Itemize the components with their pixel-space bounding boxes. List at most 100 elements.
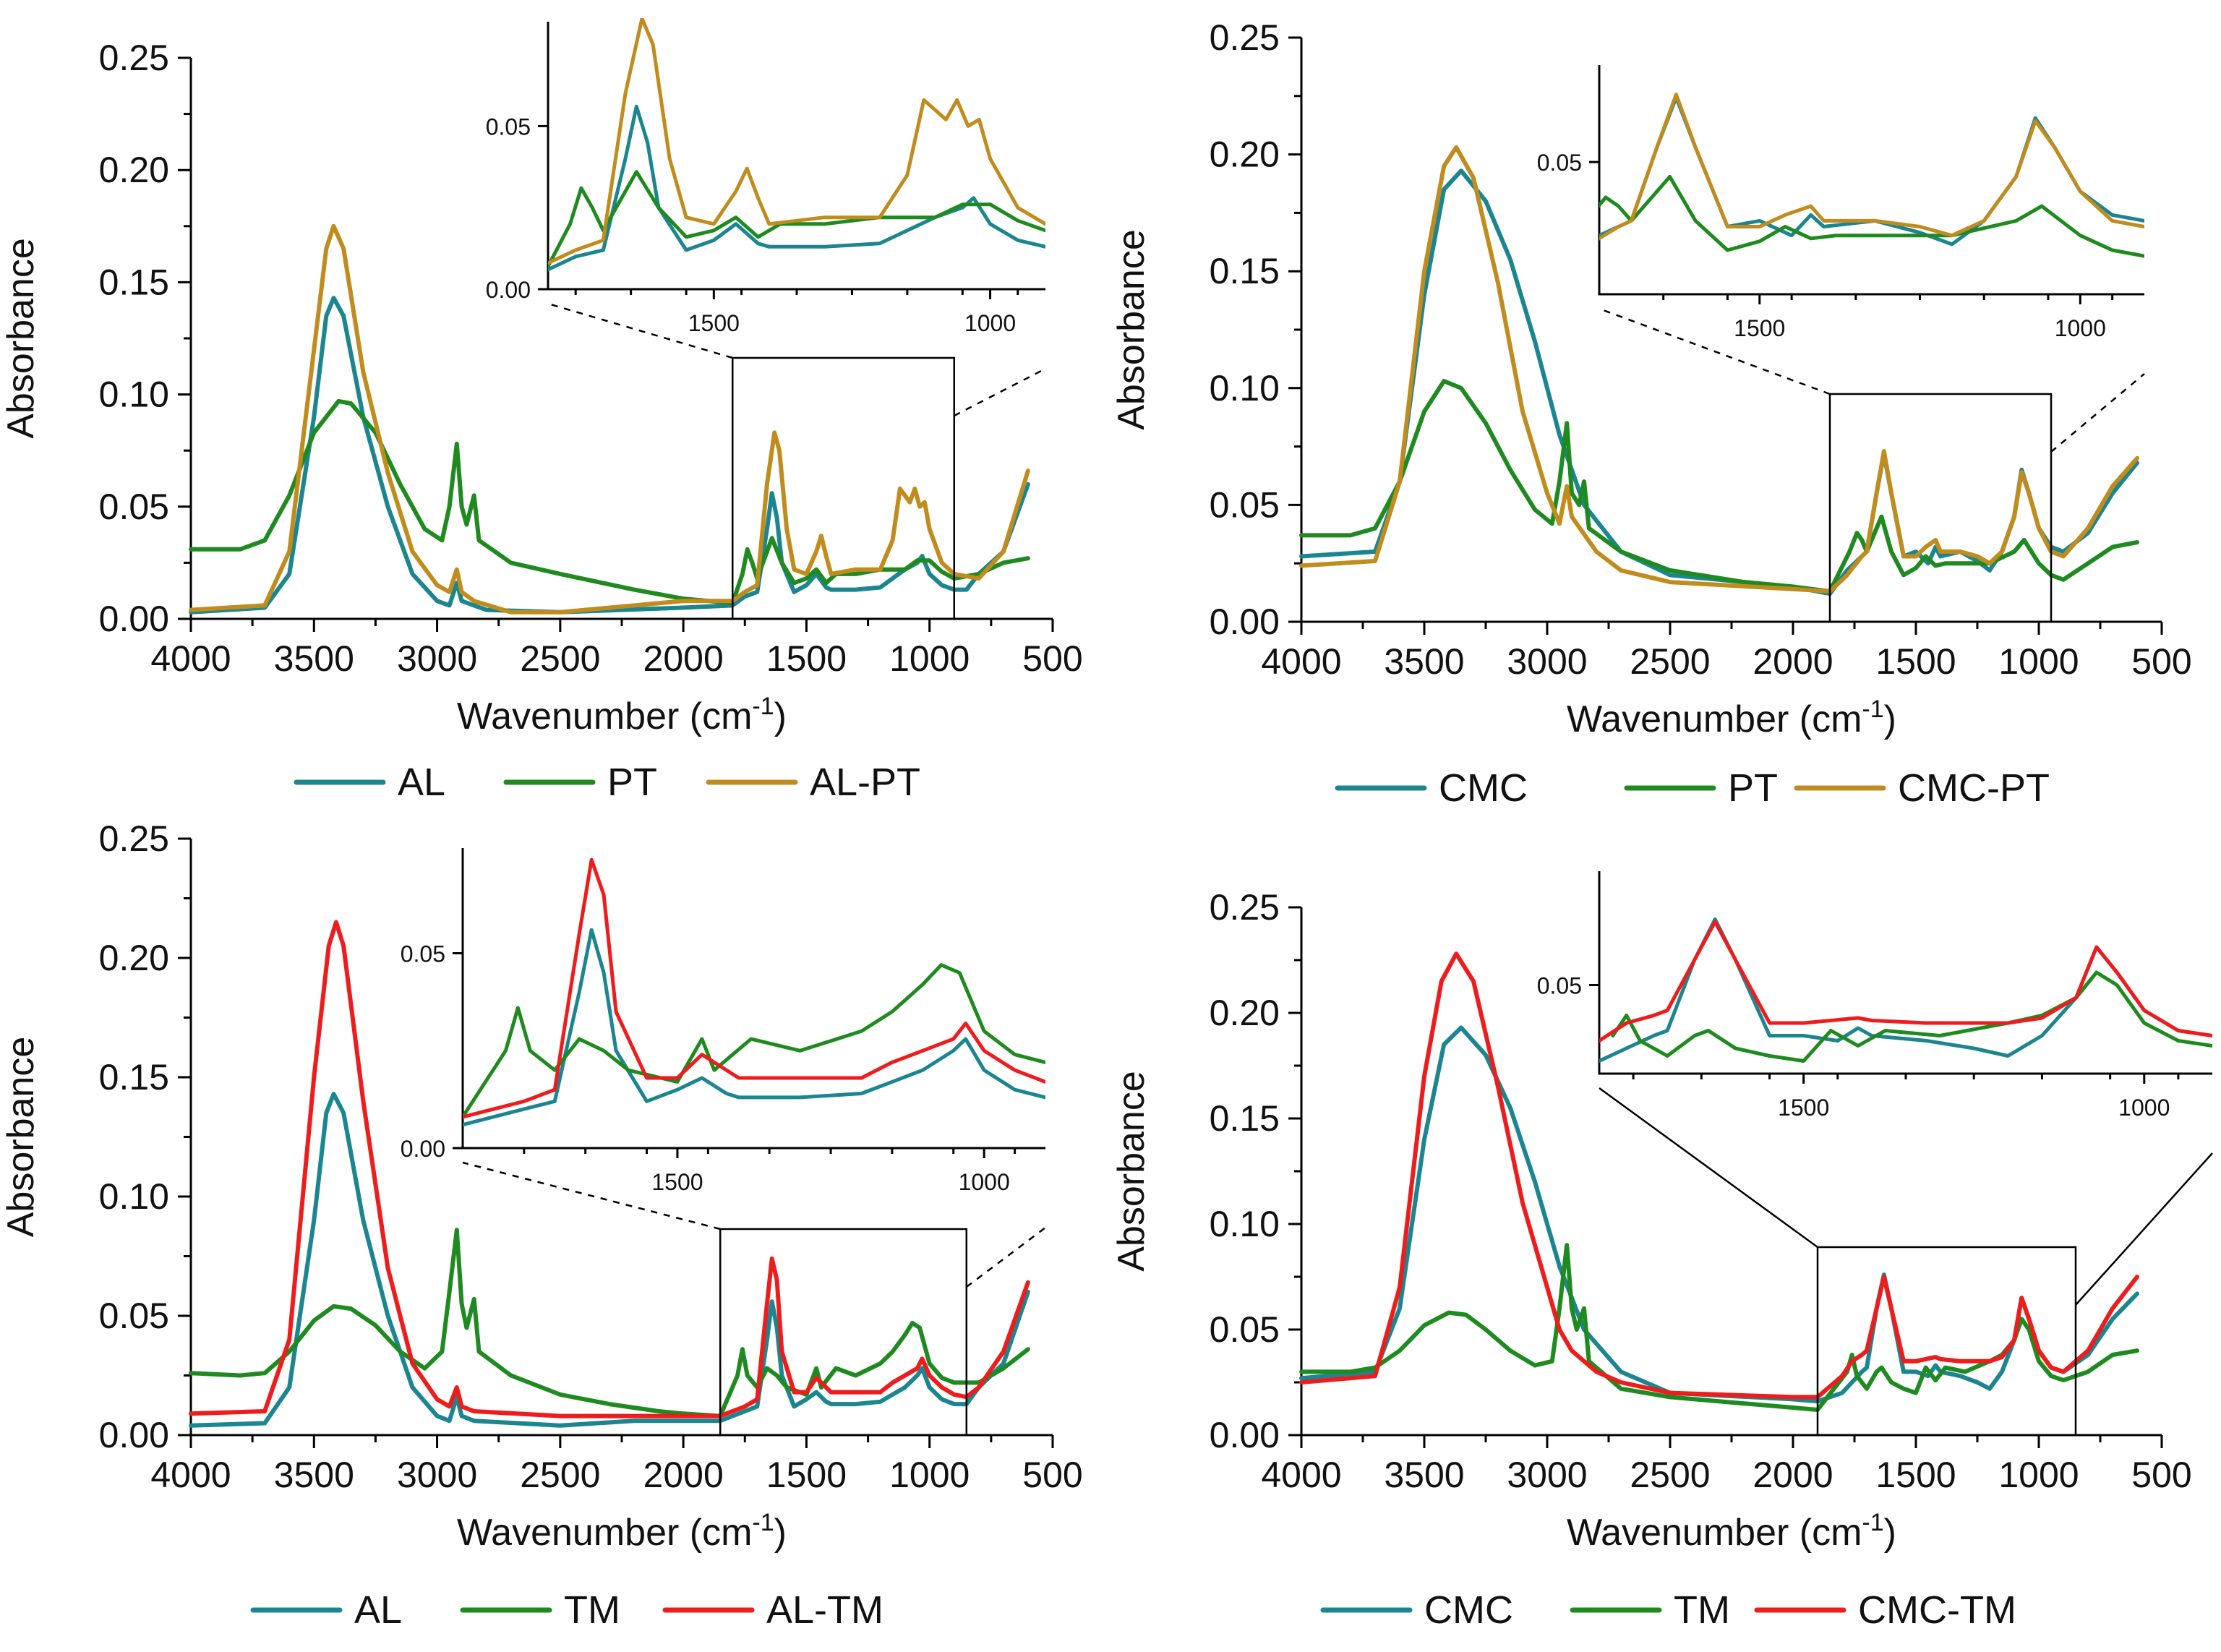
y-axis-label: Absorbance [0,238,42,439]
x-axis-label-main: Wavenumber (cm [1567,698,1862,740]
inset-y-tick-label: 0.05 [1537,150,1582,176]
y-tick-label: 0.00 [99,599,169,639]
inset-series-line-al [463,928,1045,1127]
series-line-al-pt [189,223,1030,615]
inset-y-tick-label: 0.05 [486,114,531,140]
inset-series-line-pt [548,170,1045,268]
legend-label-cmc: CMC [1424,1588,1513,1632]
x-axis-label-superscript: -1 [1862,696,1883,723]
inset-series-group [1599,93,2144,258]
inset-series-line-al-pt [548,18,1045,265]
legend-label-cmc-tm: CMC-TM [1858,1588,2016,1632]
x-tick-label: 3000 [397,1455,477,1495]
x-tick-label: 1000 [1998,1455,2079,1495]
x-tick-label: 4000 [150,1455,231,1495]
zoom-connector-left [1599,1087,1818,1249]
y-tick-label: 0.20 [1210,134,1280,175]
x-tick-label: 1500 [766,638,847,679]
x-tick-label: 1500 [1875,1455,1956,1495]
y-tick-label: 0.00 [1210,602,1280,642]
y-tick-label: 0.05 [1210,1309,1280,1350]
x-tick-label: 500 [1022,1455,1082,1495]
y-axis-label: Absorbance [1110,1071,1152,1272]
inset-x-tick-label: 1500 [1734,315,1785,341]
zoom-connector-right [2075,1152,2213,1306]
inset-y-tick-label: 0.00 [486,277,531,303]
inset-series-line-tm [1611,970,2212,1063]
legend-label-pt: PT [607,761,657,804]
zoom-connector-right [966,1227,1046,1288]
x-tick-label: 1500 [766,1455,847,1495]
zoom-region-box [1828,393,2053,623]
legend: AL TM AL-TM [250,1588,883,1632]
x-axis-label-end: ) [774,696,787,737]
x-axis-label-superscript: -1 [752,693,774,720]
inset-x-tick-label: 1000 [959,1169,1010,1195]
x-tick-label: 2500 [1630,641,1710,682]
x-tick-label: 4000 [150,638,231,679]
legend: CMC PT CMC-PT [1335,766,2050,810]
zoom-connector-left [547,302,733,359]
y-tick-label: 0.15 [1210,1098,1280,1139]
chart-panel-3: 4000 3500 3000 2500 2000 1500 1000 500 0.00 0.05 0… [0,818,1083,1632]
legend-label-cmc: CMC [1439,766,1528,810]
inset-series-line-tm [463,963,1045,1119]
y-tick-label: 0.25 [99,38,169,78]
zoom-connector-right [954,367,1046,417]
inset-chart: 1500 1000 0.00 0.05 [401,848,1045,1195]
zoom-region-box [1816,1246,2077,1437]
zoom-connector-left [462,1161,721,1231]
legend-label-tm: TM [1674,1588,1730,1632]
x-tick-label: 2500 [520,1455,600,1495]
inset-series-line-al [548,104,1045,272]
y-tick-label: 0.05 [99,487,169,527]
chart-panel-1: 4000 3500 3000 2500 2000 1500 1000 500 0.00 0.05 0… [0,18,1083,804]
y-tick-label: 0.25 [1210,887,1280,928]
x-axis-label: Wavenumber (cm-1) [457,1509,787,1554]
x-axis-label: Wavenumber (cm-1) [1567,1509,1896,1554]
legend-label-al-pt: AL-PT [810,761,920,804]
inset-axis-lines [1598,65,2144,296]
x-tick-label: 2000 [643,1455,724,1495]
y-tick-label: 0.25 [99,818,169,859]
legend: AL PT AL-PT [294,761,920,804]
y-axis-label: Absorbance [1110,229,1152,430]
y-tick-label: 0.10 [99,375,169,415]
inset-x-tick-label: 1500 [688,310,740,336]
zoom-connector-left [1599,307,1831,395]
x-tick-label: 3000 [397,638,477,679]
inset-x-tick-label: 1000 [2118,1095,2170,1121]
y-tick-label: 0.05 [1210,484,1280,525]
x-tick-label: 1000 [889,638,970,679]
inset-y-tick-label: 0.05 [1537,973,1582,999]
y-tick-label: 0.15 [99,262,169,302]
legend-label-pt: PT [1728,766,1778,810]
y-tick-label: 0.15 [1210,251,1280,291]
inset-chart: 1500 1000 0.05 [1537,871,2212,1121]
y-tick-label: 0.10 [1210,368,1280,408]
inset-chart: 1500 1000 0.05 [1537,65,2144,341]
inset-series-line-al-tm [463,857,1045,1119]
x-axis-label-superscript: -1 [752,1509,774,1536]
inset-series-group [463,857,1045,1127]
y-tick-label: 0.00 [99,1415,169,1455]
x-axis-label-main: Wavenumber (cm [1567,1512,1862,1554]
x-tick-label: 2500 [1630,1455,1710,1495]
x-tick-label: 2000 [1753,1455,1833,1495]
x-axis-label-superscript: -1 [1862,1509,1883,1536]
inset-background [548,22,1045,289]
x-tick-label: 1500 [1875,641,1956,682]
legend-label-cmc-pt: CMC-PT [1898,766,2050,810]
legend-label-al: AL [398,761,445,804]
x-axis-label: Wavenumber (cm-1) [457,693,787,737]
x-tick-label: 3500 [1384,641,1464,682]
x-tick-label: 2000 [1753,641,1833,682]
x-tick-label: 3500 [1384,1455,1464,1495]
inset-y-tick-label: 0.00 [401,1136,445,1162]
x-tick-label: 4000 [1261,1455,1341,1495]
inset-x-tick-label: 1500 [1778,1095,1829,1121]
legend-label-al: AL [354,1588,402,1632]
series-line-cmc-tm [1299,951,2139,1400]
y-tick-label: 0.20 [99,938,169,978]
x-axis-label-end: ) [1884,698,1896,740]
